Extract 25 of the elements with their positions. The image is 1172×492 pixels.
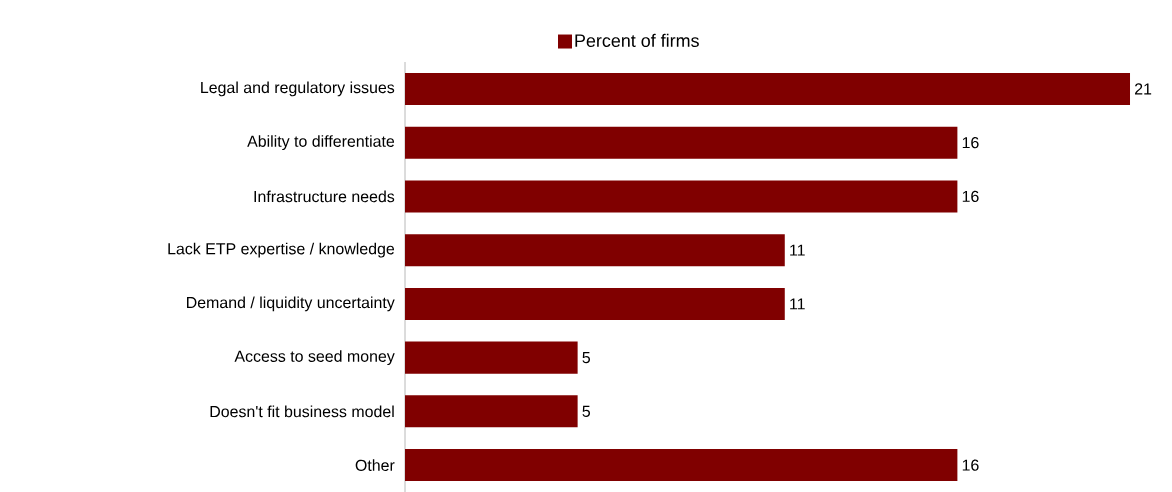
y-tick-label: Doesn't fit business model	[210, 405, 394, 418]
y-tick-label: Ability to differentiate	[247, 135, 395, 150]
y-tick-label: Lack ETP expertise / knowledge	[168, 242, 395, 258]
bar	[405, 126, 958, 159]
bar	[405, 395, 578, 428]
bar	[405, 448, 958, 481]
data-label: 11	[790, 298, 805, 310]
data-label: 5	[582, 351, 591, 363]
data-label: 21	[1135, 83, 1152, 95]
data-label: 16	[962, 136, 979, 149]
y-tick-label: Demand / liquidity uncertainty	[187, 296, 395, 312]
bar	[405, 341, 578, 374]
legend-label: Percent of firms	[575, 33, 699, 47]
bar	[405, 180, 958, 213]
bar	[405, 72, 1131, 105]
data-label: 5	[582, 405, 591, 417]
bar	[405, 233, 785, 266]
y-tick-label: Other	[355, 459, 395, 471]
y-tick-label: Legal and regulatory issues	[201, 81, 395, 97]
bar	[405, 287, 785, 320]
y-tick-label: Infrastructure needs	[254, 190, 395, 203]
y-tick-label: Access to seed money	[234, 350, 395, 365]
data-label: 16	[962, 459, 979, 471]
data-label: 16	[962, 190, 979, 202]
data-label: 11	[790, 244, 805, 256]
